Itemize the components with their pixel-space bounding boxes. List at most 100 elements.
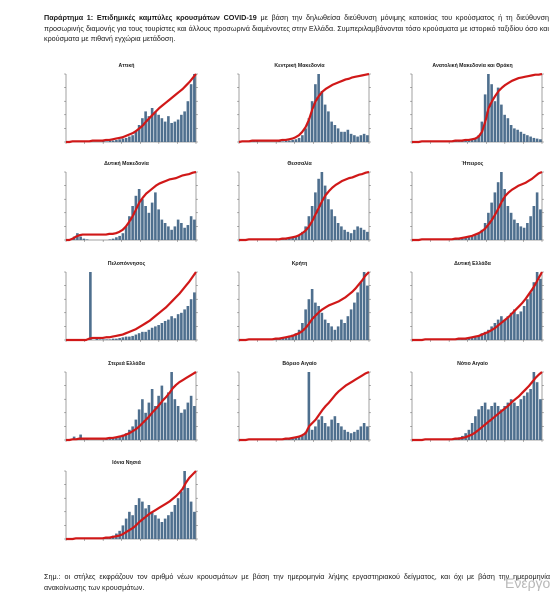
daily-cases-bar [532,206,536,240]
chart-panel: Ιόνια Νησιά [44,460,209,549]
daily-cases-bar [506,206,510,240]
daily-cases-bar [163,121,167,142]
daily-cases-bar [513,128,516,142]
daily-cases-bar [500,104,503,142]
daily-cases-bar [160,385,164,440]
epidemic-curve-chart [410,371,544,442]
daily-cases-bar [474,416,477,440]
daily-cases-bar [323,104,327,142]
chart-panel: Κρήτη [217,261,382,350]
chart-title: Αττική [118,63,135,69]
daily-cases-bar [320,172,324,240]
daily-cases-bar [189,84,193,142]
daily-cases-bar [480,229,484,240]
daily-cases-bar [330,326,333,340]
daily-cases-bar [513,219,516,240]
daily-cases-bar [144,508,147,539]
daily-cases-bar [131,206,134,240]
daily-cases-bar [147,116,151,142]
chart-panel: Θεσσαλία [217,161,382,250]
daily-cases-bar [173,121,177,142]
cumulative-cases-line [412,170,543,242]
daily-cases-bar [176,406,180,440]
daily-cases-bar [320,91,324,142]
daily-cases-bar [500,409,503,440]
daily-cases-bar [137,409,141,440]
watermark: Ενεργο [505,575,551,591]
daily-cases-bar [180,114,183,142]
daily-cases-bar [183,409,186,440]
daily-cases-bar [131,426,134,440]
daily-cases-bar [330,209,333,240]
daily-cases-bar [477,409,480,440]
daily-cases-bar [147,505,151,539]
daily-cases-bar [513,309,516,340]
daily-cases-bar [108,140,112,142]
daily-cases-bar [349,133,353,142]
daily-cases-bar [330,419,333,440]
daily-cases-bar [535,382,539,440]
daily-cases-bar [291,438,294,440]
daily-cases-bar [362,423,366,440]
daily-cases-bar [297,329,301,340]
daily-cases-bar [79,434,82,440]
daily-cases-bar [150,511,154,539]
daily-cases-bar [150,202,154,240]
daily-cases-bar [121,434,125,440]
daily-cases-bar [297,137,301,142]
daily-cases-bar [336,326,340,340]
daily-cases-bar [320,312,324,340]
daily-cases-bar [310,289,314,340]
daily-cases-bar [526,135,529,142]
daily-cases-bar [160,522,164,539]
daily-cases-bar [294,437,298,440]
cumulative-cases-line [238,72,370,144]
daily-cases-bar [346,316,350,340]
daily-cases-bar [180,412,183,440]
daily-cases-bar [288,335,291,340]
daily-cases-bar [509,212,513,240]
daily-cases-bar [193,219,196,240]
daily-cases-bar [323,423,327,440]
daily-cases-bar [189,299,193,340]
chart-panel: Δυτική Ελλάδα [390,261,553,350]
daily-cases-bar [503,114,506,142]
daily-cases-bar [144,111,147,142]
daily-cases-bar [340,226,343,240]
cumulative-cases-line [66,73,197,144]
daily-cases-bar [105,141,108,142]
daily-cases-bar [323,185,327,240]
daily-cases-bar [349,233,353,240]
daily-cases-bar [323,319,327,340]
daily-cases-bar [506,402,510,440]
daily-cases-bar [128,336,131,340]
daily-cases-bar [496,87,500,142]
daily-cases-bar [490,406,493,440]
chart-panel: Ανατολική Μακεδονία και Θράκη [390,63,553,152]
caption-text: με βάση την δηλωθείσα διεύθυνση μόνιμης … [44,13,549,44]
daily-cases-bar [320,416,324,440]
daily-cases-bar [346,231,350,240]
daily-cases-bar [327,111,330,142]
daily-cases-bar [121,525,125,539]
daily-cases-bar [163,518,167,539]
chart-title: Νότιο Αιγαίο [457,361,488,367]
epidemic-curve-chart [64,470,198,541]
daily-cases-bar [173,226,177,240]
daily-cases-bar [333,125,337,142]
daily-cases-bar [128,429,131,440]
cumulative-cases-line [412,72,543,144]
daily-cases-bar [359,426,363,440]
daily-cases-bar [121,233,125,240]
daily-cases-bar [144,206,147,240]
daily-cases-bar [186,101,190,142]
daily-cases-bar [183,111,186,142]
daily-cases-bar [477,233,480,240]
chart-title: Ήπειρος [461,161,484,167]
daily-cases-bar [82,238,86,240]
daily-cases-bar [157,518,160,539]
daily-cases-bar [160,118,164,142]
daily-cases-bar [304,128,307,142]
daily-cases-bar [353,302,356,340]
daily-cases-bar [477,335,480,340]
